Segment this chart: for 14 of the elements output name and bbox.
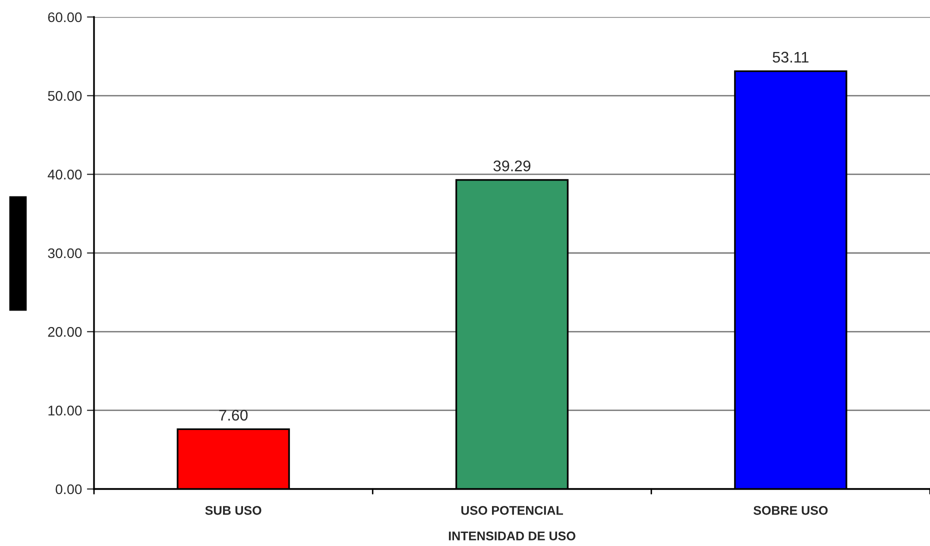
y-tick-label: 40.00 (48, 170, 82, 180)
y-tick-label: 10.00 (48, 406, 82, 416)
x-tick-label: USO POTENCIAL (461, 506, 564, 515)
x-tick-label: SOBRE USO (754, 506, 828, 515)
x-tick-label: SUB USO (205, 506, 262, 515)
y-tick-label: 60.00 (48, 12, 82, 22)
y-tick-label: 20.00 (48, 327, 82, 337)
data-label: 39.29 (493, 160, 530, 172)
data-label: 7.60 (219, 410, 248, 421)
x-axis-title: INTENSIDAD DE USO (448, 532, 576, 540)
y-tick-label: 50.00 (48, 91, 82, 101)
data-label: 53.11 (772, 52, 808, 63)
y-tick-label: 30.00 (48, 248, 82, 258)
y-tick-label: 0.00 (56, 484, 82, 494)
